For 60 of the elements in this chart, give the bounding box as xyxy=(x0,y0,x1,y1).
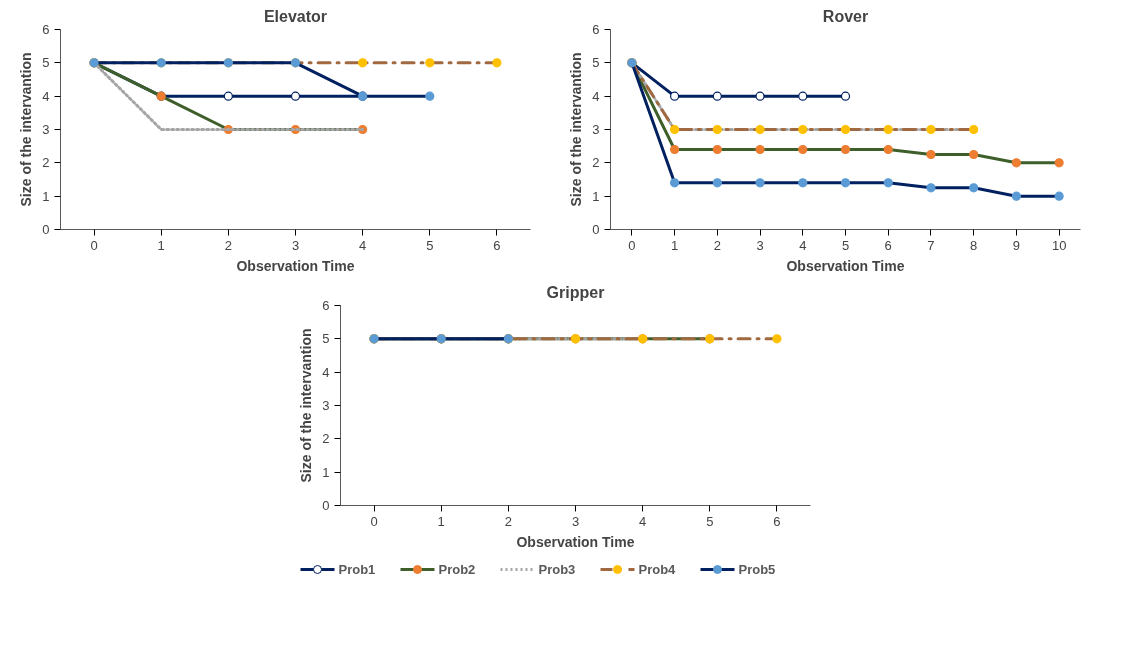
x-tick-label: 4 xyxy=(799,237,807,253)
y-tick-label: 4 xyxy=(592,88,600,104)
y-tick-label: 0 xyxy=(322,498,330,513)
x-tick-label: 7 xyxy=(927,237,935,253)
x-tick-label: 2 xyxy=(504,513,512,529)
y-axis-title: Size of the intervantion xyxy=(568,52,585,207)
x-axis-title: Observation Time xyxy=(236,257,355,274)
x-tick-label: 4 xyxy=(639,513,647,529)
y-tick-label: 2 xyxy=(42,155,50,171)
y-tick-label: 1 xyxy=(322,464,330,480)
y-axis-title: Size of the intervantion xyxy=(18,52,35,207)
y-tick-label: 5 xyxy=(592,55,600,71)
x-tick-label: 9 xyxy=(1012,237,1021,253)
legend-label: Prob4 xyxy=(638,562,677,577)
x-tick-label: 2 xyxy=(713,237,721,253)
y-tick-label: 4 xyxy=(322,364,330,380)
y-tick-label: 3 xyxy=(322,398,330,413)
x-tick-label: 1 xyxy=(670,237,679,253)
legend-label: Prob1 xyxy=(338,562,376,577)
x-tick-label: 5 xyxy=(426,237,434,253)
x-tick-label: 2 xyxy=(224,237,232,253)
y-axis-title: Size of the intervantion xyxy=(298,328,315,483)
x-tick-label: 0 xyxy=(370,513,378,529)
chart-title: Rover xyxy=(822,7,869,25)
x-tick-label: 6 xyxy=(773,513,781,529)
y-tick-label: 6 xyxy=(322,298,330,313)
y-tick-label: 2 xyxy=(592,155,600,171)
x-tick-label: 10 xyxy=(1051,237,1067,253)
y-tick-label: 1 xyxy=(592,188,600,204)
x-axis-title: Observation Time xyxy=(786,257,905,274)
y-tick-label: 4 xyxy=(42,88,50,104)
x-tick-label: 6 xyxy=(493,237,501,253)
chart-title: Gripper xyxy=(546,283,605,301)
x-tick-label: 0 xyxy=(90,237,98,253)
x-tick-label: 8 xyxy=(970,237,978,253)
y-tick-label: 0 xyxy=(592,222,600,237)
legend-label: Prob3 xyxy=(538,562,576,577)
x-axis-title: Observation Time xyxy=(516,533,635,550)
y-tick-label: 6 xyxy=(42,22,50,37)
y-tick-label: 5 xyxy=(322,331,330,347)
y-tick-label: 0 xyxy=(42,222,50,237)
x-tick-label: 5 xyxy=(841,237,850,253)
x-tick-label: 4 xyxy=(359,237,367,253)
y-tick-label: 3 xyxy=(592,122,600,137)
y-tick-label: 1 xyxy=(42,188,50,204)
x-tick-label: 1 xyxy=(437,513,445,529)
x-tick-label: 6 xyxy=(884,237,892,253)
legend-label: Prob5 xyxy=(738,562,776,577)
chart-title: Elevator xyxy=(263,7,328,25)
x-tick-label: 1 xyxy=(157,237,165,253)
y-tick-label: 2 xyxy=(322,431,330,447)
x-tick-label: 3 xyxy=(571,513,580,529)
x-tick-label: 3 xyxy=(756,237,764,253)
y-tick-label: 6 xyxy=(592,22,600,37)
y-tick-label: 3 xyxy=(42,122,50,137)
x-tick-label: 5 xyxy=(706,513,714,529)
y-tick-label: 5 xyxy=(42,55,50,71)
x-tick-label: 0 xyxy=(628,237,636,253)
x-tick-label: 3 xyxy=(291,237,300,253)
legend-label: Prob2 xyxy=(438,562,476,577)
